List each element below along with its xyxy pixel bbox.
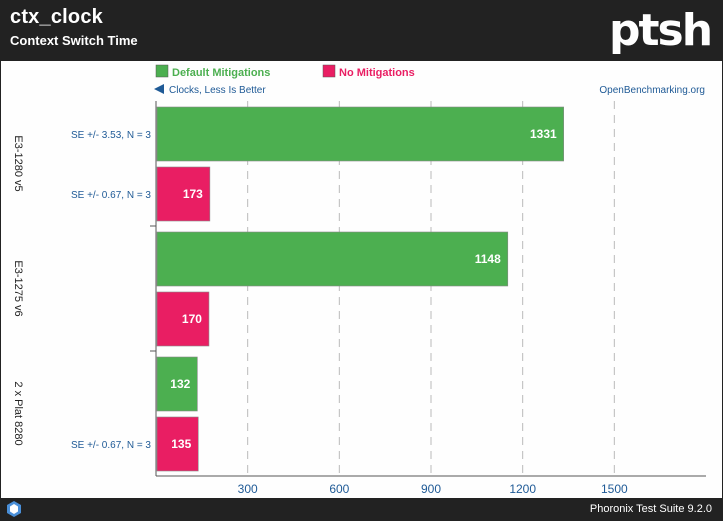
bar-value-2-2: 170 xyxy=(182,312,202,326)
bar-value-2-3: 135 xyxy=(171,437,191,451)
bar-2-3 xyxy=(156,416,199,472)
bar-chart: Default Mitigations No Mitigations Clocks,… xyxy=(12,64,706,496)
bar-2-1 xyxy=(156,166,211,222)
category-label-2: E3-1275 v6 xyxy=(12,260,24,316)
legend-label-2: No Mitigations xyxy=(339,67,415,79)
x-tick-label-5: 1500 xyxy=(601,482,628,496)
x-tick-label-1: 300 xyxy=(238,482,258,496)
x-tick-label-3: 900 xyxy=(421,482,441,496)
footer-text: Phoronix Test Suite 9.2.0 xyxy=(589,503,712,515)
bar-value-2-1: 173 xyxy=(183,187,203,201)
category-label-3: 2 x Plat 8280 xyxy=(12,381,24,445)
se-label-2-1: SE +/- 0.67, N = 3 xyxy=(71,190,151,201)
bar-2-2 xyxy=(156,291,210,347)
bar-value-1-3: 132 xyxy=(170,377,190,391)
header-bar: ctx_clock Context Switch Time ptsh xyxy=(1,1,722,61)
bar-value-1-2: 1148 xyxy=(475,252,501,266)
direction-arrow-icon xyxy=(154,84,164,94)
direction-note: Clocks, Less Is Better xyxy=(169,85,266,96)
x-tick-label-2: 600 xyxy=(329,482,349,496)
bar-1-1 xyxy=(156,106,564,162)
chart-subtitle: Context Switch Time xyxy=(10,33,138,48)
bar-1-2 xyxy=(156,231,509,287)
watermark-text: OpenBenchmarking.org xyxy=(599,85,705,96)
pts-logo: ptsh xyxy=(609,5,713,56)
bar-value-1-1: 1331 xyxy=(530,127,557,141)
legend-swatch-1 xyxy=(155,64,169,78)
se-label-2-3: SE +/- 0.67, N = 3 xyxy=(71,440,151,451)
se-label-1-1: SE +/- 3.53, N = 3 xyxy=(71,130,151,141)
legend-label-1: Default Mitigations xyxy=(172,67,270,79)
category-label-1: E3-1280 v5 xyxy=(12,135,24,191)
bar-1-3 xyxy=(156,356,198,412)
x-tick-label-4: 1200 xyxy=(509,482,536,496)
legend-swatch-2 xyxy=(322,64,336,78)
footer-bar: Phoronix Test Suite 9.2.0 xyxy=(1,498,722,520)
pts-footer-icon xyxy=(7,501,21,520)
chart-title: ctx_clock xyxy=(10,6,103,28)
